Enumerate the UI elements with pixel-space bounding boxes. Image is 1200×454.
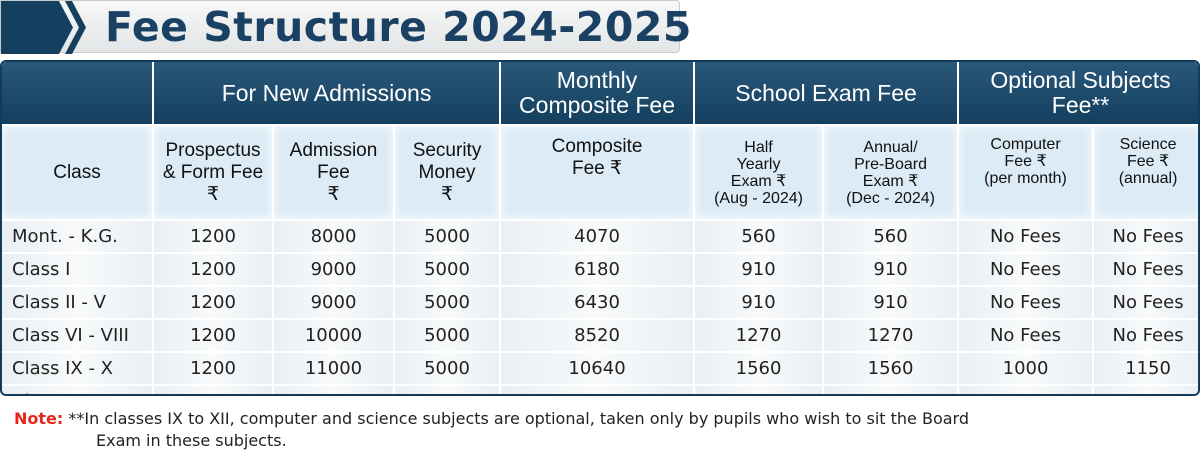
- class-cell: Mont. - K.G.: [2, 219, 153, 253]
- fee-cell: No Fees: [1092, 219, 1198, 253]
- fee-cell: 10640: [499, 351, 695, 385]
- col-annual: Annual/Pre-Board Exam ₹ (Dec - 2024): [822, 124, 959, 220]
- header-school-exam: School Exam Fee: [693, 62, 959, 125]
- fee-cell: 1200: [152, 285, 273, 319]
- fee-cell: 12500: [272, 384, 394, 394]
- fee-cell: 1980: [693, 384, 824, 394]
- fee-cell: 11000: [272, 351, 394, 385]
- table-row: Class IX - X 1200 11000 5000 10640 1560 …: [2, 351, 1198, 385]
- fee-cell: No Fees: [957, 285, 1094, 319]
- fee-cell: 910: [693, 285, 824, 319]
- fee-cell: 6180: [499, 252, 695, 286]
- fee-cell: 1320: [1092, 384, 1198, 394]
- note-label: Note:: [14, 409, 64, 428]
- col-class: Class: [2, 124, 153, 220]
- table-row: Class VI - VIII 1200 10000 5000 8520 127…: [2, 318, 1198, 352]
- class-cell: Class VI - VIII: [2, 318, 153, 352]
- class-cell: Class IX - X: [2, 351, 153, 385]
- table-row: Class I 1200 9000 5000 6180 910 910 No F…: [2, 252, 1198, 286]
- col-half-yearly: Half Yearly Exam ₹ (Aug - 2024): [693, 124, 824, 220]
- col-science: Science Fee ₹ (annual): [1092, 124, 1198, 220]
- header-new-admissions: For New Admissions: [151, 62, 501, 125]
- fee-cell: 5000: [392, 384, 501, 394]
- fee-cell: 560: [693, 219, 824, 253]
- fee-cell: 4070: [499, 219, 695, 253]
- col-prospectus: Prospectus & Form Fee ₹: [152, 124, 273, 220]
- fee-cell: No Fees: [957, 219, 1094, 253]
- fee-cell: 910: [693, 252, 824, 286]
- fee-cell: 1980: [822, 384, 959, 394]
- fee-cell: 1560: [822, 351, 959, 385]
- fee-cell: 910: [822, 285, 959, 319]
- fee-cell: 1000: [957, 351, 1094, 385]
- footnote: Note: **In classes IX to XII, computer a…: [14, 408, 1184, 452]
- fee-cell: 1560: [693, 351, 824, 385]
- fee-cell: 560: [822, 219, 959, 253]
- table-row: Class XI - XII 1200 12500 5000 10950 198…: [2, 384, 1198, 394]
- class-cell: Class I: [2, 252, 153, 286]
- fee-cell: No Fees: [1092, 285, 1198, 319]
- page-title: Fee Structure 2024-2025: [105, 3, 692, 51]
- fee-cell: 5000: [392, 285, 501, 319]
- fee-cell: 5000: [392, 351, 501, 385]
- fee-cell: 9000: [272, 285, 394, 319]
- fee-cell: 8000: [272, 219, 394, 253]
- fee-cell: 1200: [152, 384, 273, 394]
- class-cell: Class XI - XII: [2, 384, 153, 394]
- fee-cell: No Fees: [957, 318, 1094, 352]
- fee-cell: 910: [822, 252, 959, 286]
- table-row: Class II - V 1200 9000 5000 6430 910 910…: [2, 285, 1198, 319]
- fee-cell: 9000: [272, 252, 394, 286]
- col-composite: Composite Fee ₹: [499, 124, 695, 220]
- header-blank: [2, 62, 153, 125]
- chevron-right-icon: [1, 1, 86, 54]
- header-monthly: Monthly Composite Fee: [499, 62, 695, 125]
- fee-cell: 5000: [392, 252, 501, 286]
- fee-cell: 1200: [152, 252, 273, 286]
- fee-cell: 1200: [152, 219, 273, 253]
- fee-table: For New Admissions Monthly Composite Fee…: [0, 60, 1200, 396]
- fee-cell: 5000: [392, 318, 501, 352]
- fee-cell: 1200: [152, 351, 273, 385]
- title-banner: Fee Structure 2024-2025: [0, 0, 691, 54]
- class-cell: Class II - V: [2, 285, 153, 319]
- fee-cell: 1100: [957, 384, 1094, 394]
- header-optional-subjects: Optional Subjects Fee**: [957, 62, 1198, 125]
- col-security: Security Money ₹: [392, 124, 501, 220]
- fee-cell: 1270: [693, 318, 824, 352]
- fee-cell: No Fees: [957, 252, 1094, 286]
- fee-cell: 6430: [499, 285, 695, 319]
- note-text-continued: Exam in these subjects.: [96, 431, 287, 450]
- fee-cell: 1200: [152, 318, 273, 352]
- col-computer: Computer Fee ₹ (per month): [957, 124, 1094, 220]
- note-text: **In classes IX to XII, computer and sci…: [68, 409, 970, 428]
- fee-cell: No Fees: [1092, 252, 1198, 286]
- fee-cell: 10000: [272, 318, 394, 352]
- col-admission: Admission Fee ₹: [272, 124, 394, 220]
- fee-cell: 1270: [822, 318, 959, 352]
- fee-cell: 8520: [499, 318, 695, 352]
- fee-cell: 10950: [499, 384, 695, 394]
- fee-cell: 1150: [1092, 351, 1198, 385]
- fee-cell: No Fees: [1092, 318, 1198, 352]
- fee-cell: 5000: [392, 219, 501, 253]
- table-row: Mont. - K.G. 1200 8000 5000 4070 560 560…: [2, 219, 1198, 253]
